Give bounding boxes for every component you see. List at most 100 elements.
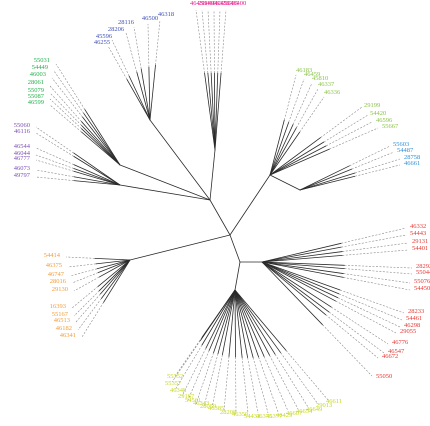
leaf-label: 46513 (54, 317, 70, 324)
tree-branch (261, 261, 339, 299)
leaf-label: 54443 (410, 230, 426, 237)
tree-branch (234, 289, 276, 355)
leaf-label: 46343 (193, 400, 209, 407)
leaf-label: 46611 (326, 398, 342, 405)
tree-branch-dashed (155, 19, 161, 66)
leaf-label: 28233 (408, 308, 424, 315)
leaf-label: 46350 (232, 411, 248, 418)
tree-branch (261, 261, 337, 302)
tree-branch-dashed (344, 268, 413, 275)
tree-branch-dashed (35, 126, 74, 154)
leaf-label: 46063 (206, 0, 222, 7)
tree-branch-dashed (35, 147, 74, 165)
tree-branch-dashed (220, 9, 227, 74)
tree-branch-dashed (320, 106, 363, 138)
leaf-label: 46599 (28, 99, 44, 106)
tree-branch-dashed (73, 276, 100, 292)
leaf-label: 46375 (46, 262, 62, 269)
backbone-branch (269, 174, 301, 191)
leaf-label: 46332 (410, 223, 426, 230)
tree-branch-dashed (51, 77, 83, 118)
tree-branch (103, 259, 131, 303)
tree-branch-dashed (288, 78, 305, 123)
tree-branch-dashed (35, 176, 74, 181)
leaf-label: 46654 (296, 408, 313, 415)
tree-branch (81, 128, 121, 166)
tree-branch (94, 257, 131, 261)
tree-branch (261, 251, 343, 263)
tree-branch (261, 242, 342, 263)
leaf-label: 46341 (60, 332, 76, 339)
tree-branch-dashed (343, 273, 411, 284)
leaf-label: 46547 (388, 348, 405, 355)
leaf-label: 45810 (312, 75, 328, 82)
tree-branch-dashed (35, 154, 74, 169)
backbone-branch (149, 119, 211, 201)
tree-branch (234, 289, 254, 359)
tree-branch (269, 119, 285, 176)
tree-branch-dashed (247, 357, 259, 414)
leaf-label: 54461 (406, 315, 422, 322)
leaf-label: 54450 (414, 285, 430, 292)
tree-branch (73, 155, 121, 186)
leaf-label: 46003 (30, 71, 46, 78)
tree-branch (136, 71, 151, 121)
backbone-branch (209, 199, 231, 236)
tree-branch (221, 289, 236, 356)
tree-branch-dashed (351, 151, 395, 170)
tree-branch (234, 289, 236, 358)
leaf-label: 46500 (142, 15, 158, 22)
backbone-branch (229, 174, 271, 236)
tree-branch (299, 172, 356, 191)
tree-branch-dashed (53, 70, 84, 114)
leaf-label: 46116 (14, 128, 31, 135)
tree-branch-dashed (49, 98, 82, 129)
tree-branch-dashed (280, 352, 319, 405)
leaf-label: 54420 (370, 110, 386, 117)
leaf-label: 29140 (198, 0, 214, 7)
tree-branch-dashed (331, 306, 389, 345)
tree-branch (269, 131, 301, 176)
leaf-label: 46255 (94, 39, 110, 46)
backbone-branch (129, 234, 231, 261)
leaf-label: 46429 (276, 412, 292, 419)
leaf-label: 54487 (397, 147, 414, 154)
tree-branch-dashed (322, 324, 373, 377)
tree-branch-dashed (285, 350, 329, 401)
tree-branch (148, 66, 151, 121)
tree-branch (261, 261, 345, 270)
tree-branch (234, 289, 265, 357)
tree-branch (214, 72, 222, 151)
leaf-label: 46544 (14, 143, 31, 150)
tree-branch (204, 72, 216, 151)
tree-branch-dashed (329, 127, 379, 150)
tree-branch-dashed (49, 92, 82, 126)
tree-branch-dashed (125, 32, 138, 73)
tree-branch (73, 180, 121, 186)
tree-branch (269, 127, 297, 176)
leaf-label: 46459 (304, 71, 320, 78)
backbone-branch (234, 261, 241, 291)
tree-branch (261, 261, 341, 291)
tree-branch (126, 78, 151, 121)
tree-branch (217, 289, 236, 355)
leaf-label: 29167 (178, 393, 195, 400)
tree-branch (228, 289, 236, 357)
tree-branch (95, 259, 131, 265)
tree-branch (269, 124, 294, 176)
leaf-label: 28061 (28, 79, 44, 86)
tree-branch (261, 261, 330, 313)
leaf-label: 46182 (56, 325, 72, 332)
leaf-label: 55076 (414, 278, 430, 285)
tree-branch-dashed (35, 159, 74, 172)
tree-branch (207, 72, 216, 151)
tree-branch-dashed (195, 9, 205, 74)
leaf-label: 45596 (96, 33, 113, 40)
tree-branch (261, 261, 340, 295)
leaf-label: 55031 (34, 57, 50, 64)
leaf-label: 46776 (392, 339, 409, 346)
leaf-label: 46183 (296, 67, 312, 74)
tree-branch-dashed (341, 234, 407, 248)
tree-branch (261, 261, 345, 266)
